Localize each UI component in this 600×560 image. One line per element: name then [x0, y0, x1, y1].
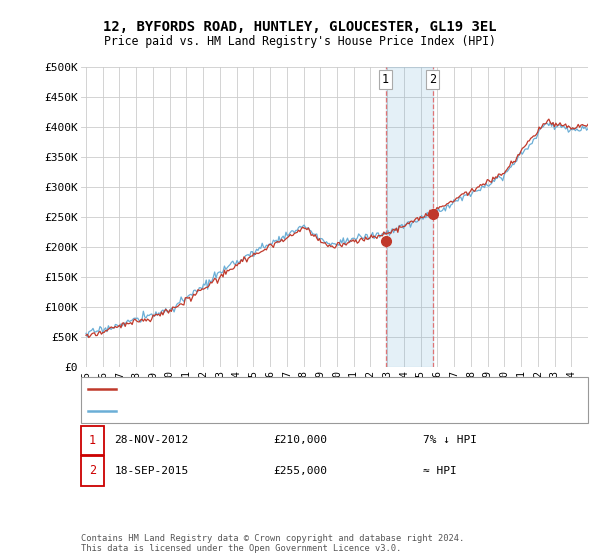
Text: 12, BYFORDS ROAD, HUNTLEY, GLOUCESTER, GL19 3EL: 12, BYFORDS ROAD, HUNTLEY, GLOUCESTER, G… [103, 20, 497, 34]
Text: Contains HM Land Registry data © Crown copyright and database right 2024.
This d: Contains HM Land Registry data © Crown c… [81, 534, 464, 553]
Text: ≈ HPI: ≈ HPI [423, 466, 457, 476]
Text: £255,000: £255,000 [273, 466, 327, 476]
Text: Price paid vs. HM Land Registry's House Price Index (HPI): Price paid vs. HM Land Registry's House … [104, 35, 496, 48]
Text: 2: 2 [429, 73, 436, 86]
Text: 2: 2 [89, 464, 96, 478]
Text: 1: 1 [89, 433, 96, 447]
Text: 12, BYFORDS ROAD, HUNTLEY, GLOUCESTER,  GL19 3EL (detached house): 12, BYFORDS ROAD, HUNTLEY, GLOUCESTER, G… [122, 384, 520, 394]
Text: £210,000: £210,000 [273, 435, 327, 445]
Bar [386, 67, 433, 367]
Text: 28-NOV-2012: 28-NOV-2012 [115, 435, 189, 445]
Text: 18-SEP-2015: 18-SEP-2015 [115, 466, 189, 476]
Text: 1: 1 [382, 73, 389, 86]
Text: HPI: Average price, detached house, Forest of Dean: HPI: Average price, detached house, Fore… [122, 407, 428, 416]
Text: 7% ↓ HPI: 7% ↓ HPI [423, 435, 477, 445]
